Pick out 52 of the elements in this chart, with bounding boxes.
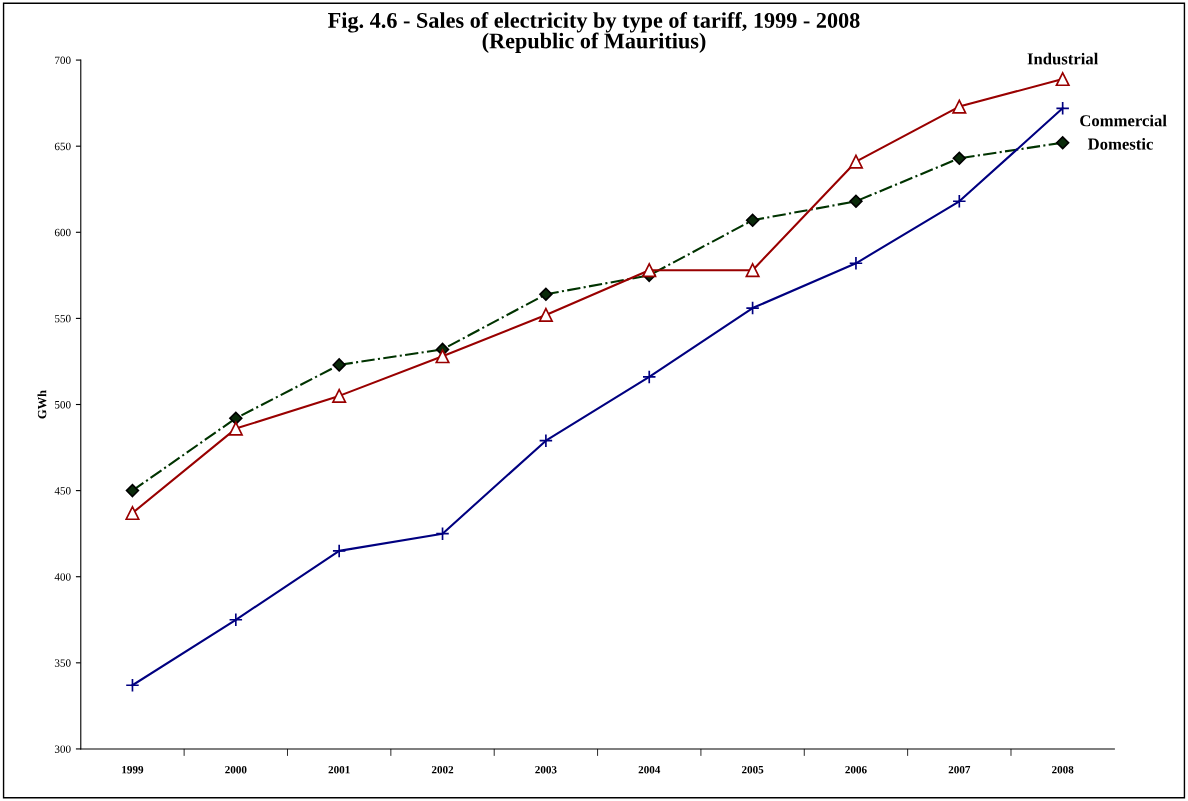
point xyxy=(538,433,553,448)
y-tick-label: 650 xyxy=(54,142,71,151)
point xyxy=(435,526,450,541)
point xyxy=(1055,71,1070,87)
y-tick-label: 600 xyxy=(54,228,71,237)
series-label: Commercial xyxy=(1080,114,1167,127)
x-tick-label: 2000 xyxy=(225,765,247,774)
point xyxy=(849,194,863,209)
x-tick-label: 2007 xyxy=(948,765,971,774)
point xyxy=(125,483,140,498)
point xyxy=(642,369,657,385)
point xyxy=(538,307,553,323)
series-label: Domestic xyxy=(1087,137,1153,150)
point xyxy=(745,300,760,316)
point xyxy=(952,99,967,114)
point xyxy=(848,256,864,271)
x-tick-label: 2008 xyxy=(1052,765,1074,774)
y-tick-label: 500 xyxy=(55,400,71,409)
x-tick-label: 2003 xyxy=(535,765,557,774)
point xyxy=(745,213,760,227)
point xyxy=(745,263,760,278)
point xyxy=(332,543,347,558)
chart-title: Fig. 4.6 - Sales of electricity by type of tariff, 1999 - 2008 (Republic of Mauritius) xyxy=(328,12,860,53)
y-tick-label: 400 xyxy=(54,573,71,581)
point xyxy=(848,154,864,169)
x-tick-label: 2006 xyxy=(845,765,867,774)
point xyxy=(228,612,243,627)
y-axis-title: GWh xyxy=(37,390,47,419)
x-tick-label: 2005 xyxy=(741,765,764,774)
point xyxy=(125,505,140,521)
point xyxy=(228,421,243,436)
point xyxy=(332,388,347,403)
point xyxy=(435,349,450,364)
point xyxy=(1055,136,1070,150)
y-tick-label: 700 xyxy=(55,56,71,65)
point xyxy=(642,263,657,278)
y-tick-label: 550 xyxy=(55,314,71,323)
point xyxy=(229,411,243,426)
series-label: Industrial xyxy=(1027,52,1099,65)
point xyxy=(952,194,967,209)
point xyxy=(539,287,553,302)
y-tick-label: 450 xyxy=(54,487,71,495)
point xyxy=(952,151,967,165)
x-tick-label: 1999 xyxy=(122,765,144,774)
point xyxy=(125,678,140,693)
x-tick-label: 2002 xyxy=(431,765,454,774)
y-tick-label: 350 xyxy=(54,659,71,667)
x-tick-label: 2001 xyxy=(328,765,350,774)
x-tick-label: 2004 xyxy=(638,765,661,774)
point xyxy=(1055,101,1070,116)
point xyxy=(332,358,346,372)
y-tick-label: 300 xyxy=(54,745,71,753)
